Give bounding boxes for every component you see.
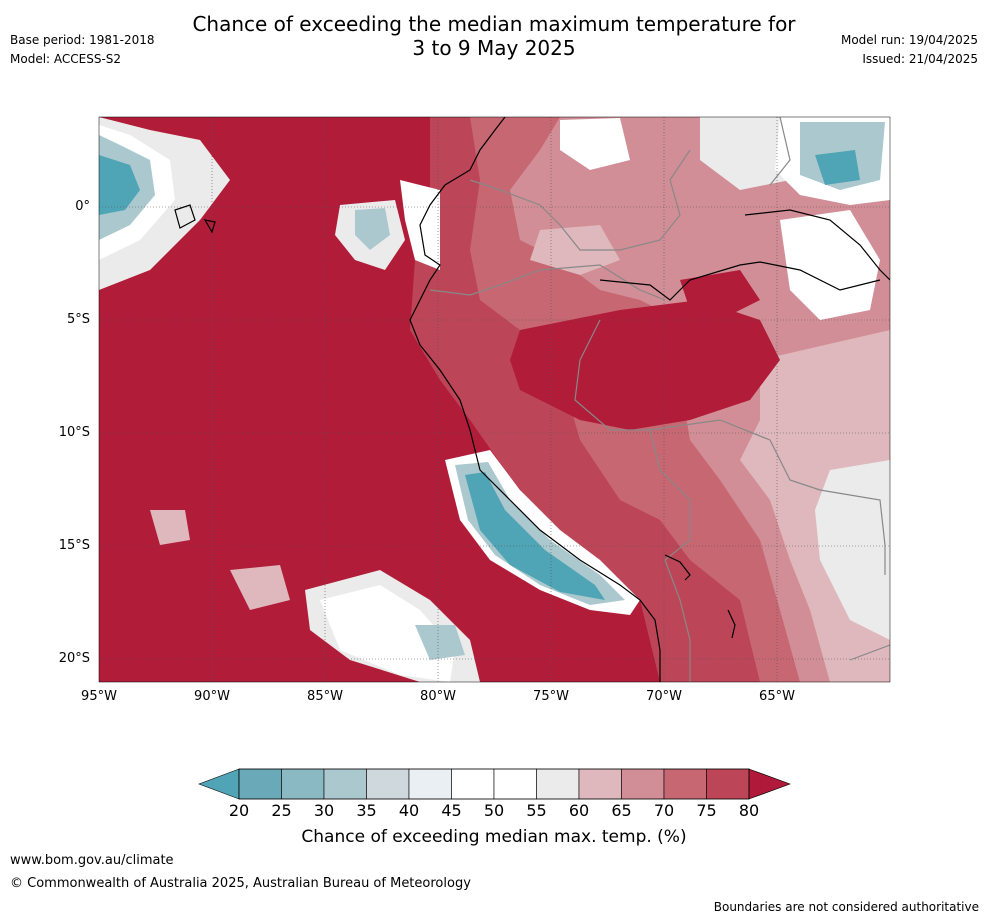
lat-tick-10s: 10°S [58,425,90,440]
footer-disclaimer: Boundaries are not considered authoritat… [713,900,979,914]
colorbar-tick-label: 60 [568,801,590,820]
lon-tick-80w: 80°W [420,689,456,704]
lon-tick-85w: 85°W [307,689,343,704]
colorbar-tick-label: 50 [483,801,505,820]
graticule [99,117,890,682]
colorbar-high-extension [748,768,791,800]
lon-tick-65w: 65°W [759,689,795,704]
contour-80-north [680,270,760,320]
colorbar-label: Chance of exceeding median max. temp. (%… [301,827,687,847]
country-borders [429,117,890,682]
title-line-1: Chance of exceeding the median maximum t… [192,12,796,36]
colorbar-segment [578,768,622,800]
issued-text: Issued: 21/04/2025 [862,52,978,66]
colorbar-segment [366,768,410,800]
colorbar-tick-label: 40 [398,801,420,820]
contour-35-south [415,625,465,660]
colorbar-segment [238,768,282,800]
colorbar-segment [621,768,665,800]
base-period-text: Base period: 1981-2018 [10,33,155,47]
colorbar-segment [451,768,495,800]
title-line-2: 3 to 9 May 2025 [412,36,576,60]
contour-20-nw [99,155,140,215]
colorbar-segments [238,768,750,800]
colorbar-tick-label: 20 [228,801,250,820]
contour-80-interior [510,300,780,430]
map-frame [98,116,891,683]
lat-tick-15s: 15°S [58,538,90,553]
colorbar-tick-label: 30 [313,801,335,820]
contour-20-coast [465,472,605,600]
colorbar-tick-label: 25 [271,801,292,820]
contour-55-north [700,117,800,190]
contour-55 [815,460,890,640]
map-title: Chance of exceeding the median maximum t… [0,12,988,60]
colorbar-tick-label: 80 [738,801,760,820]
colorbar-segment [536,768,580,800]
contour-50-east [780,210,880,320]
map-field [99,117,890,682]
lat-tick-20s: 20°S [58,651,90,666]
contour-20-ne [815,150,860,185]
coastline [174,117,890,682]
colorbar-segment [408,768,452,800]
contour-35-eq [355,208,390,250]
colorbar-frame [238,768,750,800]
contour-50-south [320,585,455,682]
contour-60-b [530,225,620,275]
lon-tick-90w: 90°W [194,689,230,704]
colorbar-tick-label: 75 [696,801,717,820]
model-text: Model: ACCESS-S2 [10,52,122,66]
colorbar-tick-label: 35 [356,801,377,820]
lon-tick-75w: 75°W [533,689,569,704]
colorbar-segment [706,768,750,800]
colorbar-segment [493,768,537,800]
lat-tick-0: 0° [75,199,90,214]
contour-50-north-land [560,118,630,170]
model-run-text: Model run: 19/04/2025 [840,33,978,47]
colorbar-segment [323,768,367,800]
colorbar-tick-label: 65 [611,801,632,820]
colorbar-low-extension [198,768,240,800]
colorbar-tick-label: 45 [441,801,462,820]
lat-tick-5s: 5°S [66,312,90,327]
colorbar-tick-label: 70 [653,801,675,820]
colorbar-tick-label: 55 [526,801,547,820]
lon-tick-70w: 70°W [646,689,682,704]
footer-copyright: © Commonwealth of Australia 2025, Austra… [10,876,471,891]
lon-tick-95w: 95°W [81,689,117,704]
colorbar-segment [663,768,707,800]
contour-60-far-sw [150,510,190,545]
footer-url: www.bom.gov.au/climate [10,853,174,868]
contour-60-sw [230,565,290,610]
colorbar-segment [281,768,325,800]
